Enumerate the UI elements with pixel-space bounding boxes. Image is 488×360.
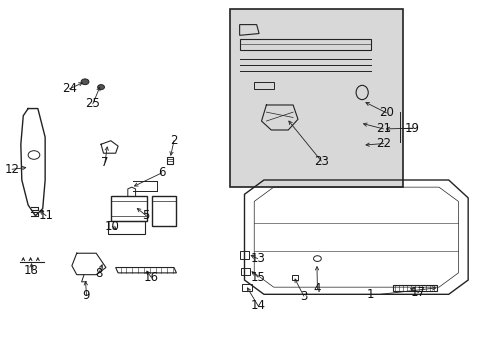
Text: 24: 24 bbox=[62, 82, 77, 95]
Text: 8: 8 bbox=[95, 267, 102, 280]
Text: 4: 4 bbox=[313, 283, 321, 296]
Text: 17: 17 bbox=[410, 286, 425, 299]
Text: 6: 6 bbox=[158, 166, 165, 179]
Circle shape bbox=[81, 79, 89, 85]
Text: 2: 2 bbox=[170, 134, 177, 147]
Text: 18: 18 bbox=[24, 264, 39, 276]
Text: 20: 20 bbox=[378, 106, 393, 120]
Text: 15: 15 bbox=[250, 271, 265, 284]
Text: 23: 23 bbox=[313, 154, 328, 167]
Text: 13: 13 bbox=[250, 252, 264, 265]
Text: 3: 3 bbox=[300, 289, 307, 303]
Circle shape bbox=[98, 85, 104, 90]
Text: 12: 12 bbox=[4, 163, 20, 176]
Text: 1: 1 bbox=[366, 288, 374, 301]
Text: 7: 7 bbox=[101, 156, 108, 168]
Text: 21: 21 bbox=[375, 122, 390, 135]
Text: 11: 11 bbox=[39, 209, 54, 222]
Text: 9: 9 bbox=[82, 288, 90, 302]
Text: 22: 22 bbox=[375, 137, 390, 150]
Text: 14: 14 bbox=[250, 299, 265, 312]
Text: 19: 19 bbox=[404, 122, 419, 135]
Text: 10: 10 bbox=[104, 220, 120, 233]
Text: 25: 25 bbox=[85, 98, 100, 111]
Text: 16: 16 bbox=[143, 271, 158, 284]
Text: 5: 5 bbox=[142, 209, 150, 222]
FancyBboxPatch shape bbox=[229, 9, 402, 187]
